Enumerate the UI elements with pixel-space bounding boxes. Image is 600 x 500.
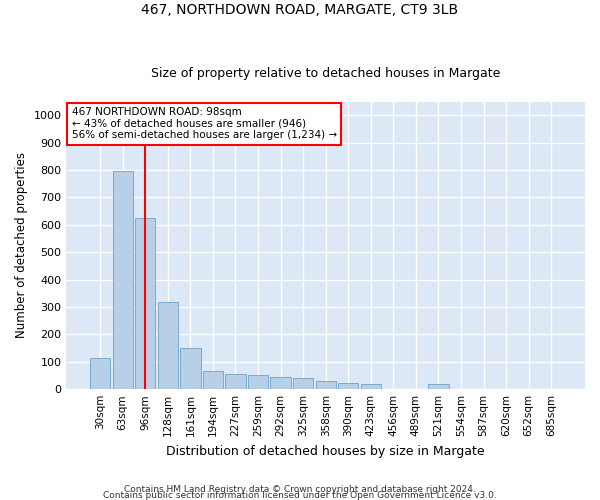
Text: 467 NORTHDOWN ROAD: 98sqm
← 43% of detached houses are smaller (946)
56% of semi: 467 NORTHDOWN ROAD: 98sqm ← 43% of detac… — [71, 108, 337, 140]
Text: Contains HM Land Registry data © Crown copyright and database right 2024.: Contains HM Land Registry data © Crown c… — [124, 484, 476, 494]
Bar — [428, 384, 449, 389]
X-axis label: Distribution of detached houses by size in Margate: Distribution of detached houses by size … — [166, 444, 485, 458]
Bar — [90, 358, 110, 389]
Bar — [248, 376, 268, 389]
Title: Size of property relative to detached houses in Margate: Size of property relative to detached ho… — [151, 66, 500, 80]
Bar — [338, 383, 358, 389]
Bar — [135, 218, 155, 389]
Bar — [226, 374, 245, 389]
Bar — [316, 381, 336, 389]
Bar — [158, 302, 178, 389]
Y-axis label: Number of detached properties: Number of detached properties — [15, 152, 28, 338]
Bar — [203, 372, 223, 389]
Text: Contains public sector information licensed under the Open Government Licence v3: Contains public sector information licen… — [103, 491, 497, 500]
Text: 467, NORTHDOWN ROAD, MARGATE, CT9 3LB: 467, NORTHDOWN ROAD, MARGATE, CT9 3LB — [142, 2, 458, 16]
Bar — [271, 377, 291, 389]
Bar — [293, 378, 313, 389]
Bar — [361, 384, 381, 389]
Bar — [113, 172, 133, 389]
Bar — [180, 348, 200, 389]
